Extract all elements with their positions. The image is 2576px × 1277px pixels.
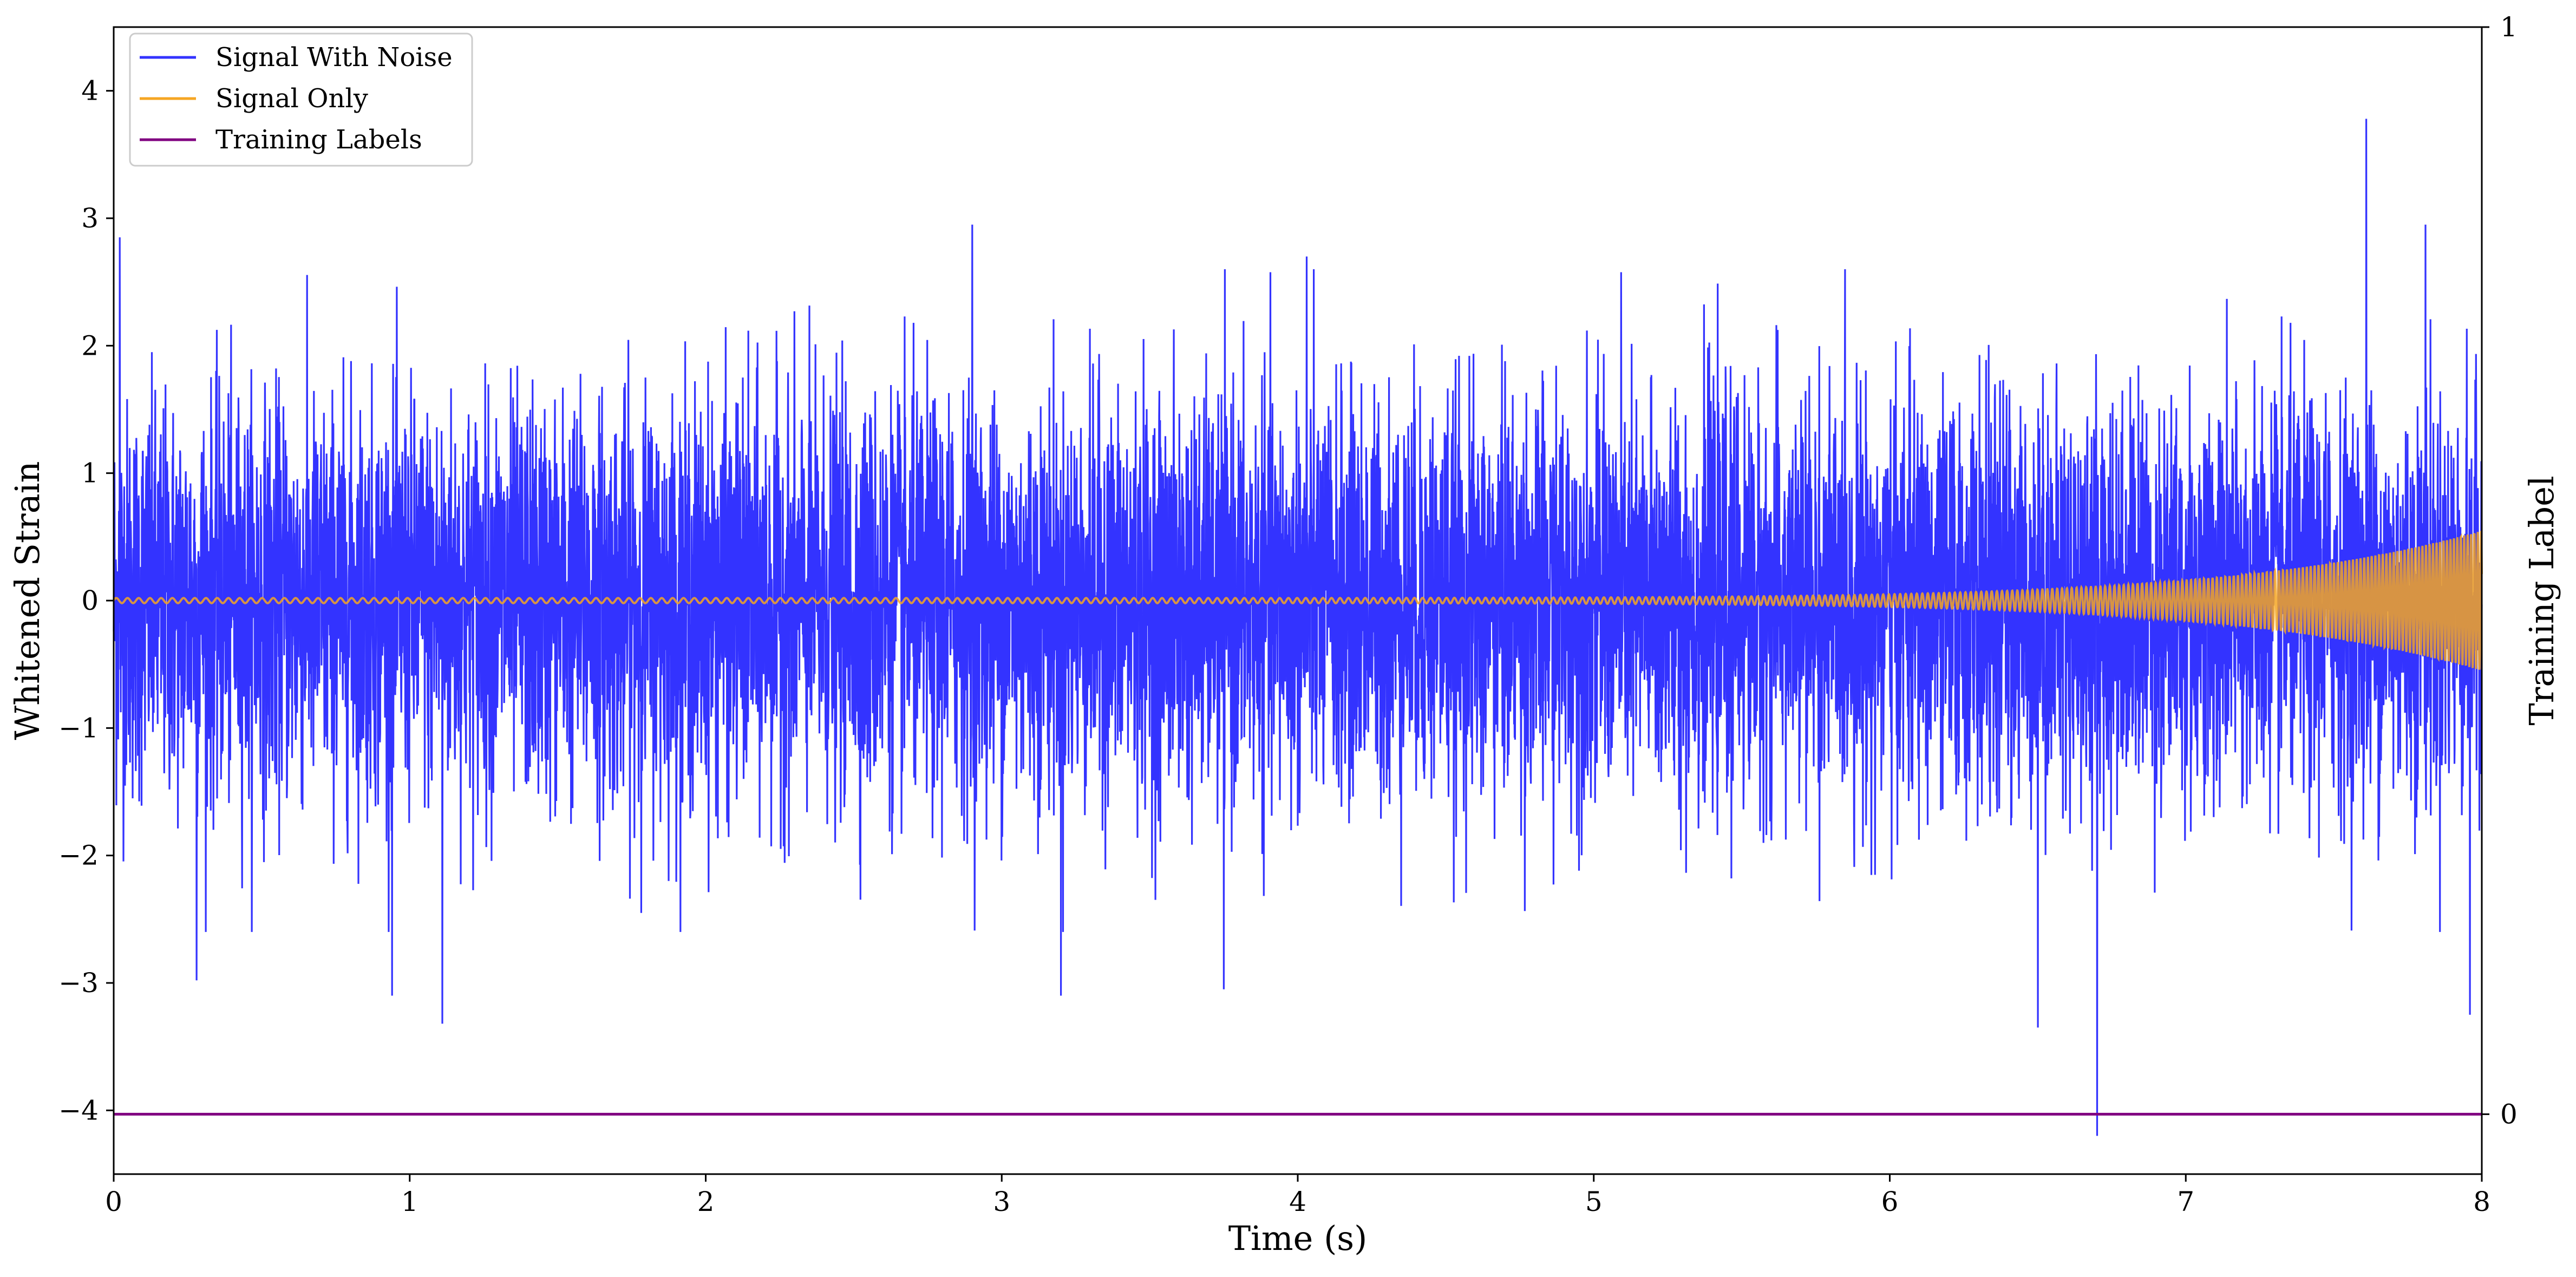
legend-label-signal-only: Signal Only <box>215 83 368 114</box>
y2-tick-label: 1 <box>2500 11 2518 43</box>
x-tick-label: 4 <box>1289 1186 1306 1217</box>
x-tick-label: 8 <box>2473 1186 2490 1217</box>
series-signal-only <box>113 531 2483 670</box>
y-tick-label: −1 <box>58 712 99 744</box>
y-axis-label: Whitened Strain <box>8 461 47 740</box>
y2-tick-label: 0 <box>2500 1098 2518 1130</box>
y-tick-label: 0 <box>81 585 99 616</box>
series-signal-with-noise <box>113 119 2483 1136</box>
y-axis-ticks: −4 −3 −2 −1 0 1 2 3 4 <box>58 75 114 1126</box>
y2-axis-label: Training Label <box>2522 475 2561 725</box>
y-tick-label: −3 <box>58 967 99 999</box>
y-tick-label: 2 <box>81 330 99 361</box>
legend: Signal With Noise Signal Only Training L… <box>129 32 473 167</box>
x-tick-label: 7 <box>2177 1186 2194 1217</box>
x-tick-label: 3 <box>993 1186 1010 1217</box>
x-tick-label: 2 <box>697 1186 715 1217</box>
y-tick-label: −2 <box>58 840 99 871</box>
legend-box <box>129 32 473 167</box>
legend-label-training-labels: Training Labels <box>215 125 422 155</box>
x-tick-label: 1 <box>401 1186 419 1217</box>
x-axis-ticks: 0 1 2 3 4 5 6 7 8 <box>105 1174 2490 1217</box>
y-tick-label: 4 <box>81 75 99 107</box>
y2-axis-ticks: 01 <box>2482 11 2518 1130</box>
y-tick-label: 1 <box>81 458 99 489</box>
x-tick-label: 5 <box>1585 1186 1603 1217</box>
y-tick-label: −4 <box>58 1094 99 1126</box>
x-tick-label: 6 <box>1881 1186 1899 1217</box>
x-axis-label: Time (s) <box>1228 1219 1368 1258</box>
y-tick-label: 3 <box>81 203 99 234</box>
series-layer <box>113 119 2483 1136</box>
x-tick-label: 0 <box>105 1186 122 1217</box>
legend-label-signal-with-noise: Signal With Noise <box>215 42 453 73</box>
